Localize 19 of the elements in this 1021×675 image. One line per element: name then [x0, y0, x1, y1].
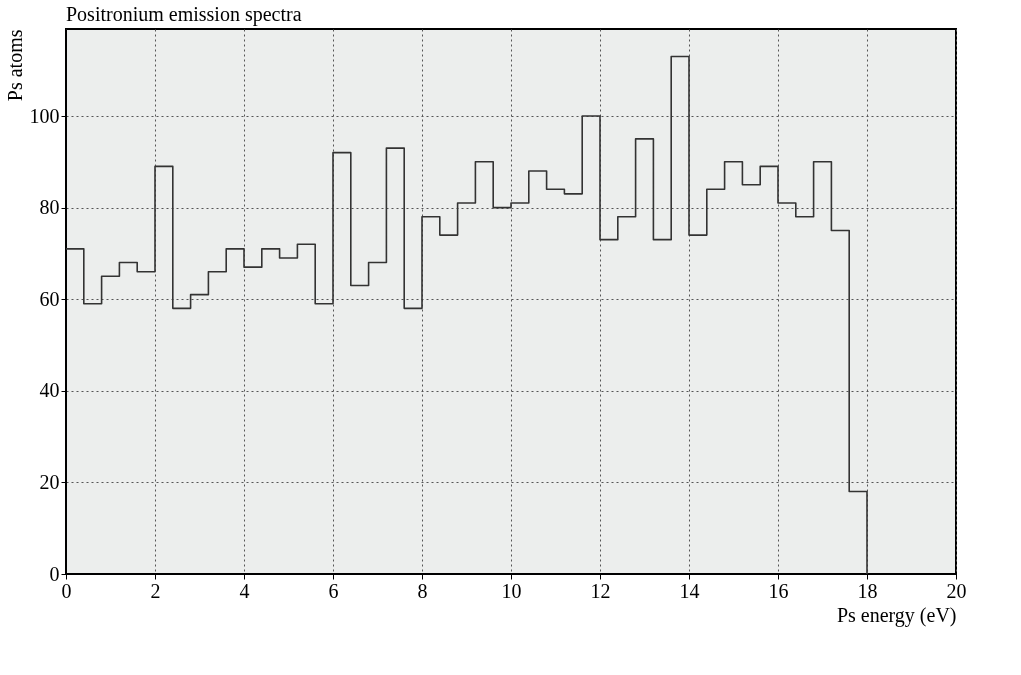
- x-tick-label: 10: [501, 579, 522, 602]
- x-tick-label: 4: [239, 579, 250, 602]
- x-tick-label: 2: [150, 579, 161, 602]
- x-axis-title: Ps energy (eV): [836, 603, 957, 627]
- chart-title: Positronium emission spectra: [66, 3, 302, 26]
- y-tick-label: 80: [39, 196, 60, 219]
- y-axis-title: Ps atoms: [3, 29, 26, 102]
- x-tick-label: 12: [590, 579, 611, 602]
- y-tick-label: 0: [49, 562, 60, 585]
- x-tick-label: 18: [857, 579, 878, 602]
- x-tick-label: 6: [328, 579, 339, 602]
- y-tick-label: 20: [39, 470, 60, 493]
- y-tick-label: 40: [39, 379, 60, 402]
- x-tick-label: 16: [768, 579, 789, 602]
- x-tick-label: 8: [417, 579, 428, 602]
- y-tick-label: 60: [39, 287, 60, 310]
- x-tick-label: 14: [679, 579, 700, 602]
- y-tick-label: 100: [29, 104, 60, 127]
- x-tick-label: 20: [946, 579, 967, 602]
